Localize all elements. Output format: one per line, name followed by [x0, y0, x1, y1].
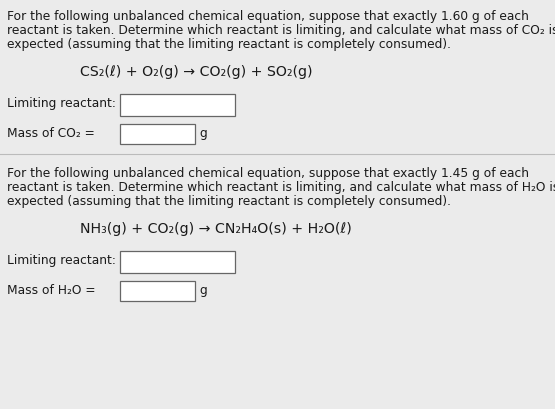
Text: reactant is taken. Determine which reactant is limiting, and calculate what mass: reactant is taken. Determine which react…	[7, 24, 555, 37]
Text: Limiting reactant:: Limiting reactant:	[7, 254, 116, 266]
Text: g: g	[199, 127, 207, 139]
Text: g: g	[199, 283, 207, 296]
Text: reactant is taken. Determine which reactant is limiting, and calculate what mass: reactant is taken. Determine which react…	[7, 180, 555, 193]
Text: CS₂(ℓ) + O₂(g) → CO₂(g) + SO₂(g): CS₂(ℓ) + O₂(g) → CO₂(g) + SO₂(g)	[80, 65, 312, 79]
Text: For the following unbalanced chemical equation, suppose that exactly 1.45 g of e: For the following unbalanced chemical eq…	[7, 166, 529, 180]
Text: expected (assuming that the limiting reactant is completely consumed).: expected (assuming that the limiting rea…	[7, 38, 451, 51]
Text: For the following unbalanced chemical equation, suppose that exactly 1.60 g of e: For the following unbalanced chemical eq…	[7, 10, 529, 23]
Bar	[120, 281, 195, 301]
Text: Mass of H₂O =: Mass of H₂O =	[7, 283, 95, 296]
Text: NH₃(g) + CO₂(g) → CN₂H₄O(s) + H₂O(ℓ): NH₃(g) + CO₂(g) → CN₂H₄O(s) + H₂O(ℓ)	[80, 221, 352, 236]
Bar	[120, 95, 235, 117]
Text: expected (assuming that the limiting reactant is completely consumed).: expected (assuming that the limiting rea…	[7, 195, 451, 207]
Bar	[120, 252, 235, 273]
Text: Limiting reactant:: Limiting reactant:	[7, 97, 116, 110]
Bar	[120, 125, 195, 145]
Text: Mass of CO₂ =: Mass of CO₂ =	[7, 127, 95, 139]
